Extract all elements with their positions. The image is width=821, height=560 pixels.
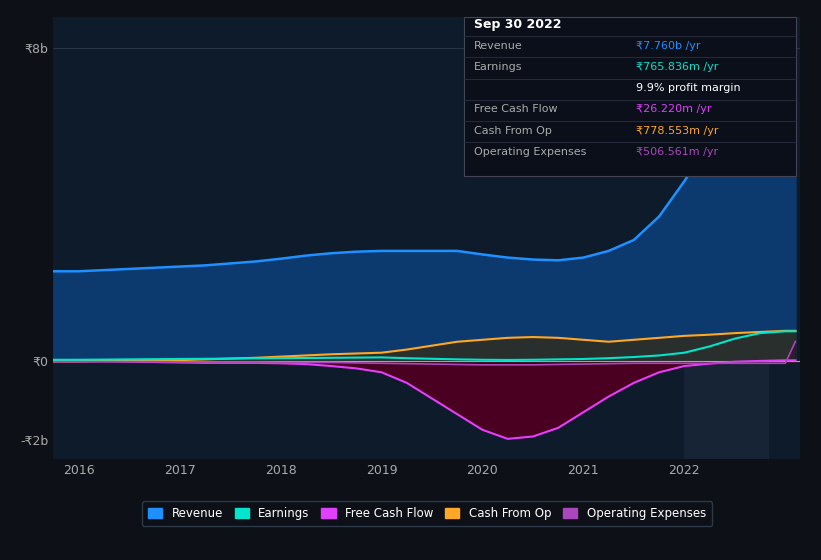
Legend: Revenue, Earnings, Free Cash Flow, Cash From Op, Operating Expenses: Revenue, Earnings, Free Cash Flow, Cash … <box>142 502 712 526</box>
Text: ₹765.836m /yr: ₹765.836m /yr <box>636 62 718 72</box>
Text: Operating Expenses: Operating Expenses <box>474 147 586 157</box>
Text: ₹7.760b /yr: ₹7.760b /yr <box>636 40 701 50</box>
Text: Revenue: Revenue <box>474 40 522 50</box>
Text: Earnings: Earnings <box>474 62 522 72</box>
Text: Cash From Op: Cash From Op <box>474 125 552 136</box>
Text: ₹506.561m /yr: ₹506.561m /yr <box>636 147 718 157</box>
Text: ₹26.220m /yr: ₹26.220m /yr <box>636 104 712 114</box>
Text: Sep 30 2022: Sep 30 2022 <box>474 18 562 31</box>
Bar <box>685 17 768 459</box>
Text: ₹778.553m /yr: ₹778.553m /yr <box>636 125 718 136</box>
Text: Free Cash Flow: Free Cash Flow <box>474 104 557 114</box>
Text: 9.9% profit margin: 9.9% profit margin <box>636 83 741 93</box>
